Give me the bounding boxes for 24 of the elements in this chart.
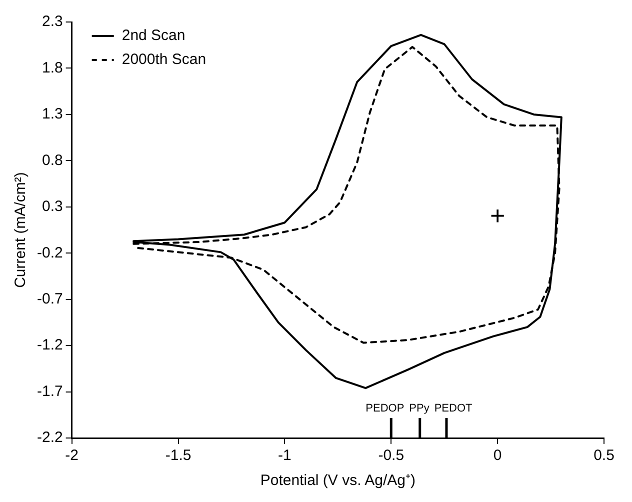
y-tick-label: 2.3 xyxy=(42,13,63,30)
y-tick-label: 0.3 xyxy=(42,198,63,216)
x-axis-title: Potential (V vs. Ag/Ag⁺) xyxy=(260,472,416,490)
x-tick-label: 0.5 xyxy=(594,447,614,464)
ref-line-label: PPy xyxy=(409,402,430,415)
x-tick-label: -2 xyxy=(65,447,79,464)
y-tick-label: -0.7 xyxy=(36,290,63,308)
x-tick-label: -0.5 xyxy=(378,447,404,464)
y-tick-label: -1.7 xyxy=(36,382,63,400)
ref-line-label: PEDOT xyxy=(434,402,473,415)
y-tick-label: 0.8 xyxy=(42,152,63,169)
y-tick-label: 1.3 xyxy=(42,106,63,123)
ref-line-label: PEDOP xyxy=(366,402,404,415)
x-tick-label: 0 xyxy=(493,447,502,464)
annotation: + xyxy=(490,200,506,231)
x-tick-label: -1.5 xyxy=(165,447,192,464)
y-axis-title: Current (mA/cm²) xyxy=(12,172,30,288)
y-tick-label: -2.2 xyxy=(36,429,63,446)
y-tick-label: -0.2 xyxy=(36,244,63,262)
y-tick-label: -1.2 xyxy=(36,336,63,354)
x-tick-label: -1 xyxy=(278,447,292,464)
legend-label: 2000th Scan xyxy=(122,51,206,68)
legend-label: 2nd Scan xyxy=(122,27,186,44)
y-tick-label: 1.8 xyxy=(42,59,63,76)
